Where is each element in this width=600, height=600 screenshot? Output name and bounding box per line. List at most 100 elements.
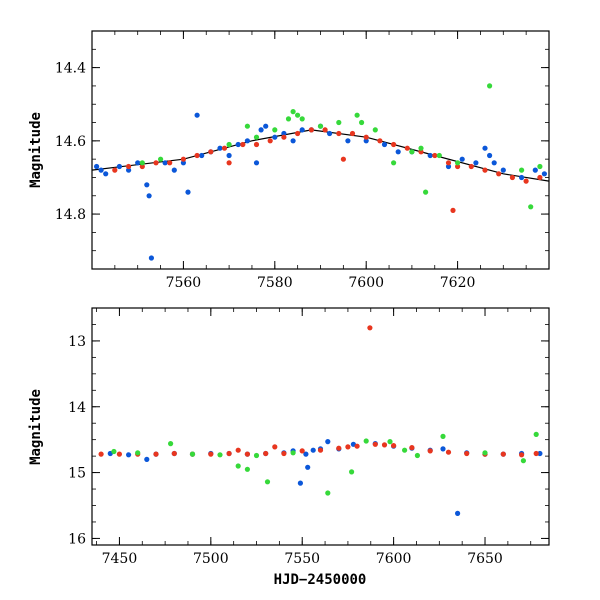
bottom-point-s2-13: [387, 439, 393, 445]
bottom-point-s0-15: [310, 447, 316, 453]
top-point-s2-15: [391, 160, 397, 166]
top-point-s0-43: [519, 174, 525, 181]
bottom-point-s1-7: [226, 450, 232, 457]
top-point-s1-4: [167, 160, 173, 166]
top-y-tick-label: 14.6: [55, 134, 86, 150]
top-point-s0-39: [482, 145, 488, 151]
top-point-s0-5: [135, 160, 141, 166]
bottom-point-s2-5: [235, 463, 241, 469]
top-point-s2-8: [295, 112, 301, 118]
bottom-point-s0-25: [455, 510, 461, 516]
top-point-s1-20: [363, 134, 369, 140]
bottom-point-s1-21: [391, 443, 397, 449]
top-point-s0-8: [148, 255, 154, 261]
bottom-point-s1-15: [336, 445, 342, 451]
top-point-s1-7: [208, 149, 214, 155]
bottom-point-s0-1: [126, 452, 132, 458]
bottom-y-tick-label: 14: [68, 400, 86, 416]
bottom-point-s0-12: [297, 480, 303, 486]
top-fit-curve: [91, 129, 550, 182]
bottom-point-s1-14: [317, 447, 324, 453]
top-point-s1-34: [537, 174, 543, 181]
bottom-y-tick-label: 15: [68, 466, 86, 482]
bottom-point-s0-13: [303, 451, 309, 457]
top-point-s2-12: [354, 112, 360, 118]
bottom-point-s1-1: [116, 451, 122, 457]
top-point-s0-10: [171, 167, 177, 173]
top-point-s2-23: [528, 204, 534, 210]
top-point-s0-38: [473, 160, 479, 166]
top-point-s2-16: [409, 149, 415, 155]
top-point-s0-4: [126, 167, 132, 173]
top-point-s2-7: [290, 109, 296, 115]
top-point-s2-3: [244, 123, 250, 129]
top-point-s1-6: [194, 152, 200, 159]
bottom-plot-frame: [91, 307, 550, 546]
bottom-point-s1-17: [354, 443, 360, 449]
bottom-point-s2-3: [189, 451, 196, 457]
top-plot-frame: [91, 30, 550, 270]
bottom-y-tick-label: 16: [68, 531, 86, 547]
top-point-s0-32: [381, 141, 388, 148]
top-point-s1-5: [180, 156, 186, 162]
bottom-x-tick-label: 7600: [376, 551, 412, 567]
top-point-s0-9: [162, 160, 168, 166]
bottom-point-s1-23: [427, 448, 433, 454]
top-point-s0-13: [194, 112, 200, 118]
bottom-x-tick-label: 7450: [102, 551, 138, 567]
top-point-s1-16: [322, 127, 328, 133]
top-point-s0-16: [217, 145, 223, 151]
bottom-point-s1-4: [171, 450, 177, 457]
top-point-s1-26: [445, 160, 452, 166]
bottom-point-s2-11: [349, 469, 355, 475]
bottom-point-s2-10: [325, 490, 331, 496]
top-point-s2-18: [423, 189, 429, 195]
bottom-point-s1-10: [263, 450, 269, 457]
top-point-s0-33: [395, 149, 401, 155]
top-point-s2-13: [359, 119, 365, 126]
top-point-s0-35: [427, 152, 433, 159]
top-point-s2-20: [455, 160, 461, 166]
top-point-s0-36: [445, 163, 452, 170]
top-y-axis-label: Magnitude: [28, 112, 44, 188]
top-point-s2-21: [487, 83, 493, 89]
bottom-point-s2-1: [135, 450, 141, 456]
top-point-s0-30: [345, 138, 351, 144]
top-point-s0-31: [363, 138, 369, 144]
top-point-s0-29: [327, 130, 333, 137]
top-point-s1-17: [336, 130, 342, 137]
top-point-s1-22: [391, 141, 397, 148]
bottom-point-s1-18: [367, 325, 373, 331]
top-point-s1-21: [377, 138, 383, 144]
top-panel: 7560 7580 7600 7620 14.4 14.6 14.8 Magnitude: [28, 30, 550, 291]
top-point-s0-0: [94, 163, 100, 170]
top-point-s0-14: [199, 152, 205, 159]
top-point-s2-0: [139, 160, 145, 166]
bottom-point-s2-19: [533, 431, 539, 437]
top-point-s1-2: [139, 163, 145, 170]
top-point-s2-11: [336, 119, 342, 126]
top-point-s1-30: [482, 167, 488, 173]
bottom-point-s1-27: [500, 451, 506, 457]
top-point-s0-20: [253, 160, 260, 166]
top-point-s1-18: [340, 156, 346, 162]
top-point-s2-5: [272, 127, 278, 133]
top-point-s1-24: [418, 149, 424, 155]
bottom-point-s2-17: [482, 450, 488, 456]
top-point-s1-0: [112, 167, 118, 173]
bottom-point-s0-14: [305, 464, 311, 470]
top-point-s1-15: [308, 127, 314, 133]
top-y-tick-label: 14.8: [55, 207, 86, 223]
bottom-point-s2-18: [520, 458, 527, 464]
top-point-s2-24: [537, 163, 543, 170]
top-point-s1-29: [468, 163, 474, 170]
bottom-point-s1-22: [409, 445, 415, 451]
top-point-s1-31: [496, 171, 502, 177]
top-point-s0-1: [98, 167, 104, 173]
bottom-point-s1-24: [445, 449, 452, 455]
bottom-point-s2-9: [290, 450, 296, 456]
top-point-s0-41: [491, 160, 497, 166]
top-x-tick-label: 7560: [166, 275, 202, 291]
top-point-s0-17: [226, 152, 232, 159]
